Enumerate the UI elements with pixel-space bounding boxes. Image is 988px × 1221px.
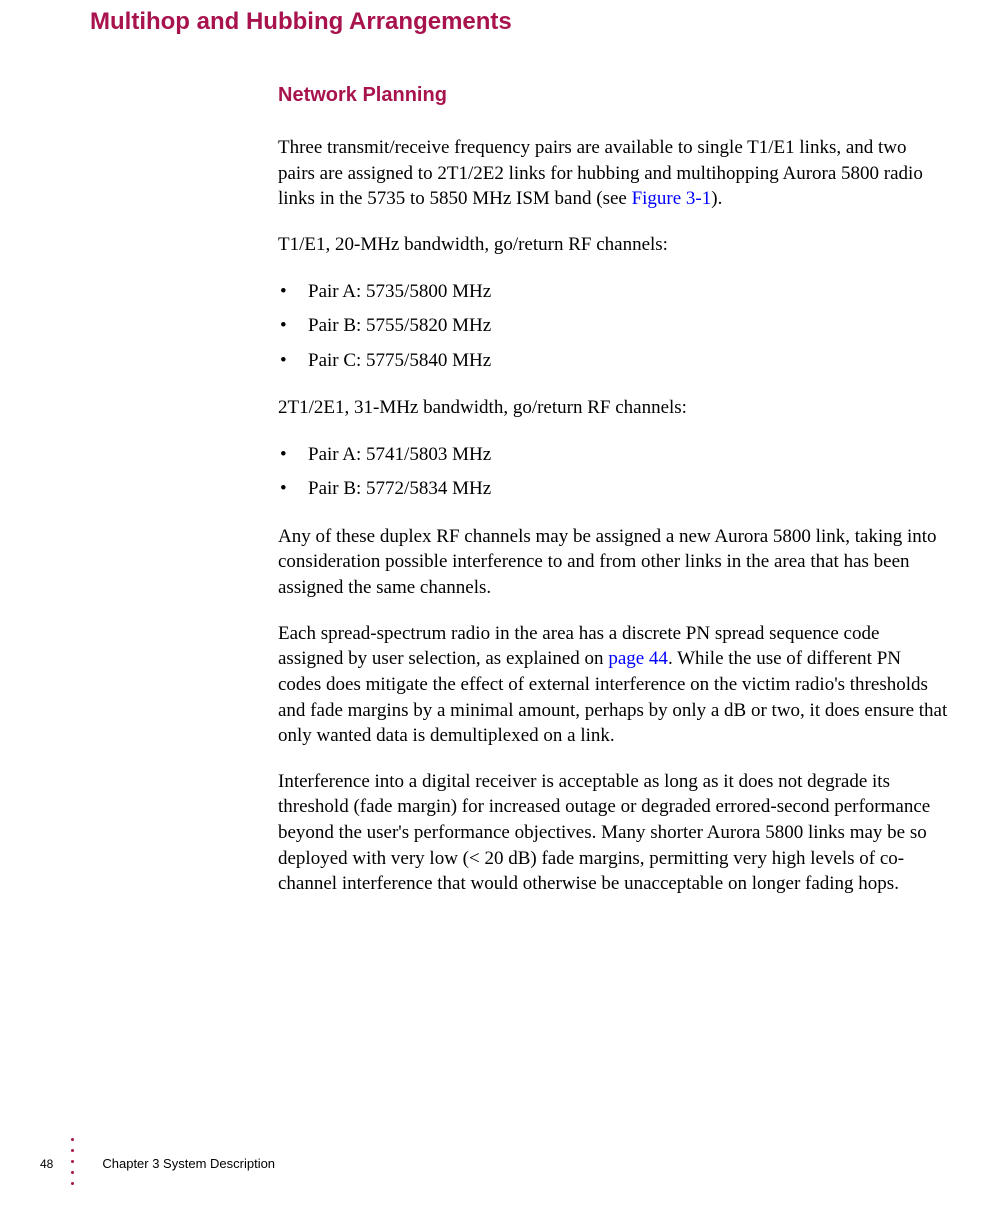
list-item: Pair B: 5755/5820 MHz (278, 312, 948, 341)
channel-list-2: Pair A: 5741/5803 MHz Pair B: 5772/5834 … (278, 441, 948, 504)
sub-section-title: Network Planning (278, 84, 948, 107)
list-item: Pair C: 5775/5840 MHz (278, 347, 948, 376)
dot-icon (71, 1182, 74, 1185)
content-block: Network Planning Three transmit/receive … (278, 84, 948, 897)
dots-decoration (71, 1134, 74, 1189)
section-title: Multihop and Hubbing Arrangements (90, 8, 948, 36)
chapter-label: Chapter 3 System Description (102, 1156, 275, 1171)
page-link[interactable]: page 44 (608, 648, 668, 669)
dot-icon (71, 1160, 74, 1163)
paragraph-3: 2T1/2E1, 31-MHz bandwidth, go/return RF … (278, 395, 948, 421)
paragraph-4: Any of these duplex RF channels may be a… (278, 524, 948, 601)
list-item: Pair A: 5735/5800 MHz (278, 278, 948, 307)
dot-icon (71, 1149, 74, 1152)
page-container: Multihop and Hubbing Arrangements Networ… (0, 0, 988, 1221)
channel-list-1: Pair A: 5735/5800 MHz Pair B: 5755/5820 … (278, 278, 948, 376)
paragraph-6: Interference into a digital receiver is … (278, 769, 948, 897)
paragraph-1-text: Three transmit/receive frequency pairs a… (278, 137, 923, 209)
paragraph-5: Each spread-spectrum radio in the area h… (278, 621, 948, 749)
paragraph-2: T1/E1, 20-MHz bandwidth, go/return RF ch… (278, 232, 948, 258)
dot-icon (71, 1138, 74, 1141)
paragraph-1-tail: ). (711, 188, 722, 209)
page-footer: 48 Chapter 3 System Description (40, 1136, 275, 1191)
dot-icon (71, 1171, 74, 1174)
list-item: Pair B: 5772/5834 MHz (278, 475, 948, 504)
paragraph-1: Three transmit/receive frequency pairs a… (278, 135, 948, 212)
page-number: 48 (40, 1157, 53, 1171)
figure-link[interactable]: Figure 3-1 (632, 188, 712, 209)
list-item: Pair A: 5741/5803 MHz (278, 441, 948, 470)
